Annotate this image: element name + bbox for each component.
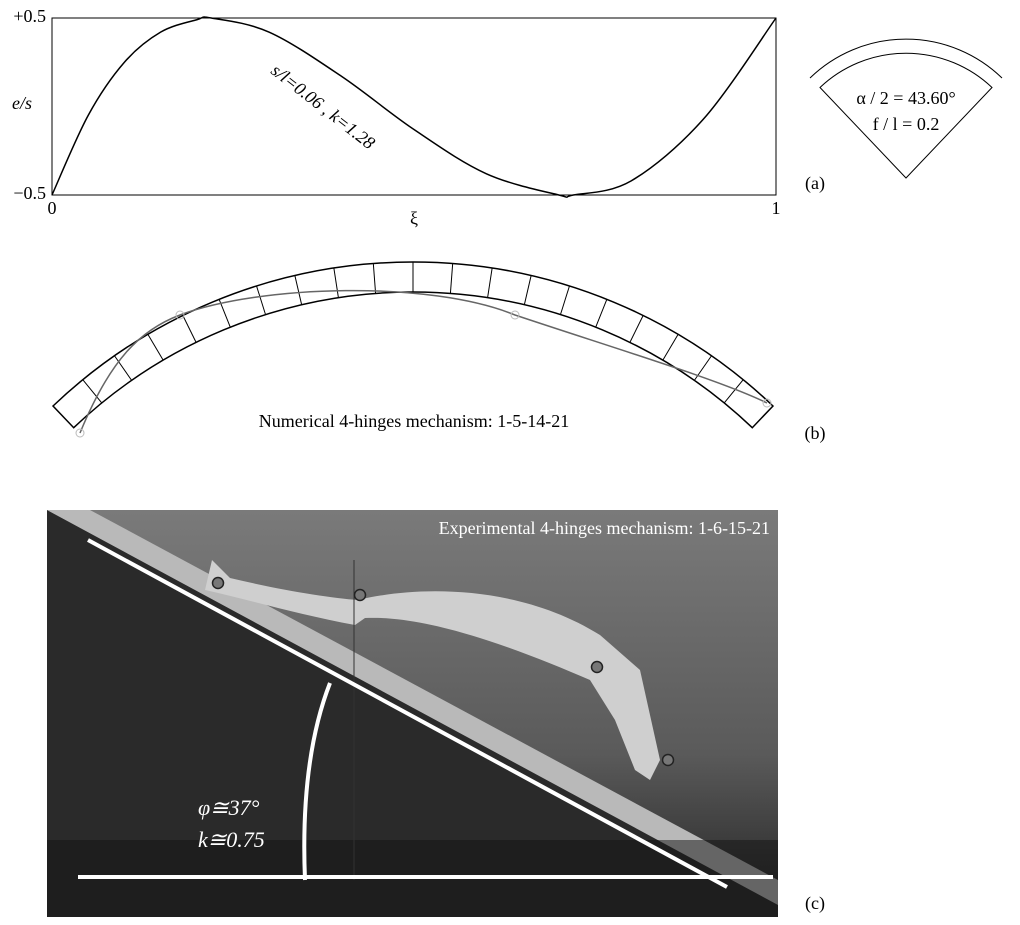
joint bbox=[450, 264, 452, 294]
k-label: k≅0.75 bbox=[198, 827, 265, 852]
joint bbox=[630, 315, 643, 342]
panel-label: (a) bbox=[805, 173, 825, 194]
curve bbox=[52, 17, 776, 197]
joint bbox=[257, 286, 266, 315]
plot-frame bbox=[52, 18, 776, 195]
joint bbox=[114, 356, 131, 381]
page: e/s ξ s/l=0.06 , k=1.28 (a) α / 2 = 43.6… bbox=[0, 0, 1020, 925]
photo bbox=[47, 510, 778, 917]
inset-extrados bbox=[810, 39, 1002, 78]
joint bbox=[596, 299, 607, 327]
panel-label: (b) bbox=[805, 423, 826, 444]
joint bbox=[524, 276, 531, 305]
x-tick-label: 1 bbox=[772, 198, 781, 218]
joint bbox=[183, 315, 196, 342]
joint bbox=[148, 334, 163, 360]
curve-annotation: s/l=0.06 , k=1.28 bbox=[267, 60, 378, 153]
joint bbox=[560, 286, 569, 315]
angle-label: φ≅37° bbox=[198, 795, 260, 820]
y-axis-label: e/s bbox=[12, 93, 32, 113]
arch bbox=[53, 262, 773, 428]
joint bbox=[373, 264, 375, 294]
caption: Numerical 4-hinges mechanism: 1-5-14-21 bbox=[259, 411, 569, 431]
panel-label: (c) bbox=[805, 893, 825, 914]
joint bbox=[663, 334, 678, 360]
x-axis-label: ξ bbox=[410, 208, 418, 228]
joint bbox=[488, 268, 493, 298]
joint bbox=[334, 268, 339, 298]
x-tick-label: 0 bbox=[48, 198, 57, 218]
figure: e/s ξ s/l=0.06 , k=1.28 (a) α / 2 = 43.6… bbox=[0, 0, 1020, 925]
y-tick-label: +0.5 bbox=[13, 6, 46, 26]
inset-angle: α / 2 = 43.60° bbox=[856, 88, 955, 108]
joint bbox=[295, 276, 302, 305]
y-tick-label: −0.5 bbox=[13, 183, 46, 203]
caption: Experimental 4-hinges mechanism: 1-6-15-… bbox=[439, 518, 770, 538]
inset-ratio: f / l = 0.2 bbox=[873, 114, 940, 134]
